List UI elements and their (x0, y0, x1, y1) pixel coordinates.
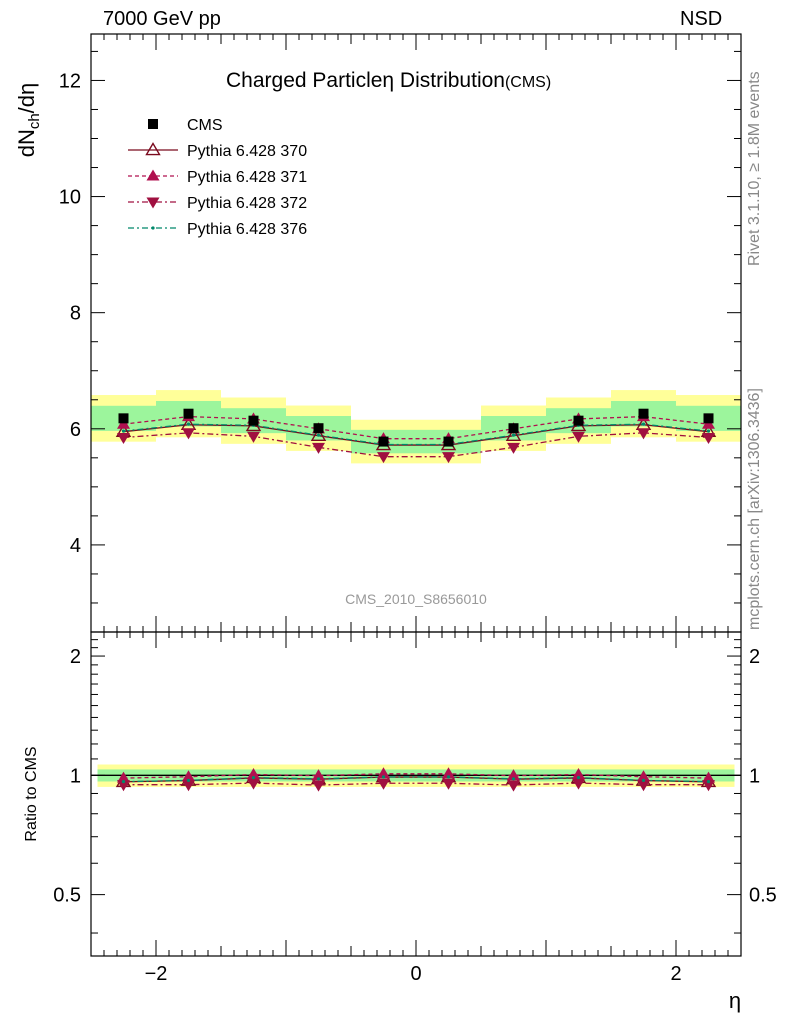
ratio-series-3-point (572, 778, 585, 790)
ratio-series-4-point (121, 780, 126, 784)
ratio-frame (90, 631, 742, 957)
ratio-series-1-line (123, 776, 709, 783)
ratio-ytick-label-right: 0.5 (749, 885, 777, 907)
ratio-series-2-point (637, 770, 650, 782)
ratio-series-2-point (312, 769, 325, 781)
ratio-series-3-point (247, 778, 260, 790)
main-ytick-label: 6 (70, 419, 81, 441)
ratio-series-2-point (117, 771, 130, 783)
legend-series-4-marker (151, 226, 155, 230)
ratio-series-3-point (442, 778, 455, 790)
cms-point (378, 436, 389, 447)
main-series-3-point (247, 431, 260, 443)
ratio-series-2-point (702, 771, 715, 783)
main-y-axis-label: dNch/dη (14, 83, 43, 158)
ratio-ytick-label-left: 0.5 (53, 885, 81, 907)
cms-point (183, 408, 194, 419)
cms-point (443, 436, 454, 447)
ratio-ytick-label-right: 2 (749, 646, 760, 668)
ratio-series-2-point (442, 767, 455, 779)
main-series-4-line (123, 423, 709, 446)
rivet-label: Rivet 3.1.10, ≥ 1.8M events (746, 71, 763, 266)
legend-series-2-label: Pythia 6.428 371 (187, 169, 307, 186)
ratio-series-4-point (446, 775, 451, 779)
ratio-ytick-label-right: 1 (749, 765, 760, 787)
ratio-series-4-point (641, 778, 646, 783)
main-series-3-point (312, 442, 325, 454)
cms-point (313, 423, 324, 434)
main-series-1-point (310, 427, 327, 442)
legend-series-4-label: Pythia 6.428 376 (187, 221, 307, 238)
ratio-series-4-point (316, 777, 321, 781)
ratio-series-4-point (186, 778, 191, 783)
main-series-4-point (641, 422, 646, 426)
main-series-4-point (121, 429, 126, 433)
x-axis-label: η (729, 988, 741, 1013)
cms-point (638, 408, 649, 419)
main-series-3-line (123, 432, 709, 458)
ratio-series-2-point (507, 769, 520, 781)
header-left: 7000 GeV pp (103, 8, 221, 30)
ratio-ytick-label-left: 1 (70, 765, 81, 787)
main-series-4-point (706, 429, 711, 433)
main-series-4-point (186, 422, 191, 426)
ratio-series-2-point (377, 767, 390, 779)
main-series-3-point (572, 431, 585, 443)
ratio-series-4-point (381, 775, 386, 779)
legend-cms-label: CMS (187, 117, 223, 134)
ratio-series-2-point (247, 767, 260, 780)
ratio-series-4-point (511, 777, 516, 781)
xtick-label: 2 (670, 963, 681, 985)
mcplots-label: mcplots.cern.ch [arXiv:1306.3436] (746, 388, 763, 630)
ratio-series-3-point (117, 780, 130, 792)
ratio-series-4-point (576, 775, 581, 780)
main-ytick-label: 10 (59, 187, 81, 209)
header-right: NSD (680, 8, 723, 30)
cms-point (573, 415, 584, 426)
ratio-series-2-point (572, 767, 585, 780)
ratio-series-3-point (507, 780, 520, 792)
xtick-label: 0 (410, 963, 421, 985)
cms-point (703, 413, 714, 424)
ratio-series-2-point (182, 770, 195, 782)
main-series-3-point (117, 432, 130, 445)
cms-point (508, 423, 519, 434)
main-series-3-point (702, 432, 715, 445)
xtick-label: −2 (145, 963, 168, 985)
legend-series-3-label: Pythia 6.428 372 (187, 195, 307, 212)
legend-cms-marker (148, 119, 158, 129)
main-series-3-point (182, 428, 195, 440)
ratio-series-3-point (312, 780, 325, 792)
main-ytick-label: 12 (59, 70, 81, 92)
main-series-3-point (377, 452, 390, 464)
main-series-4-point (316, 433, 321, 437)
main-ytick-label: 4 (70, 535, 81, 557)
legend-series-3-marker (146, 197, 160, 209)
legend-series-1-label: Pythia 6.428 370 (187, 143, 307, 160)
ratio-series-3-point (377, 778, 390, 790)
main-series-3-point (442, 452, 455, 464)
ratio-series-3-point (702, 780, 715, 792)
main-series-2-line (123, 415, 709, 440)
ratio-series-4-point (251, 775, 256, 780)
main-series-3-point (637, 428, 650, 440)
cms-point (248, 415, 259, 426)
ratio-y-axis-label: Ratio to CMS (23, 746, 40, 841)
legend-series-1-marker (145, 142, 161, 156)
ratio-series-3-point (182, 780, 195, 792)
main-ytick-label: 8 (70, 303, 81, 325)
cms-point (118, 413, 129, 424)
ratio-series-4-point (706, 780, 711, 784)
main-series-1-point (505, 427, 522, 442)
ratio-ytick-label-left: 2 (70, 646, 81, 668)
ratio-series-3-point (637, 780, 650, 792)
analysis-label: CMS_2010_S8656010 (345, 591, 487, 607)
main-series-4-point (511, 433, 516, 437)
main-series-3-point (507, 442, 520, 454)
legend-series-2-marker (146, 169, 160, 181)
chart-title: Charged Particleη Distribution(CMS) (226, 69, 551, 92)
